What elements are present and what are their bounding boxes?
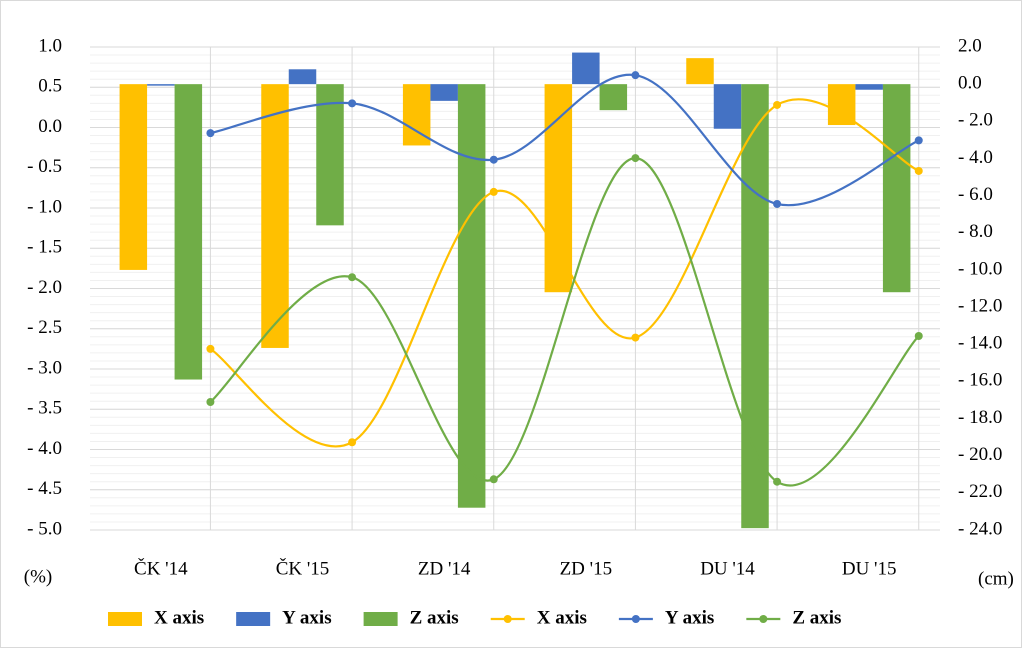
x-tick-label: DU '14 (700, 558, 755, 579)
line-point (489, 155, 498, 164)
legend-swatch (236, 612, 271, 626)
line-point (206, 344, 215, 353)
y-tick-label: - 5.0 (27, 518, 62, 539)
legend-swatch (108, 612, 142, 626)
line-point (489, 475, 498, 484)
y2-tick-label: - 14.0 (958, 333, 1002, 354)
legend-swatch (631, 615, 640, 623)
y2-tick-label: - 24.0 (958, 518, 1002, 539)
x-tick-label: ZD '15 (560, 558, 613, 579)
line-point (348, 273, 357, 282)
bar (572, 52, 600, 85)
line-point (773, 477, 782, 486)
bar (855, 84, 883, 90)
y2-tick-label: - 18.0 (958, 407, 1002, 428)
line-point (206, 129, 215, 138)
y-axis-label: (%) (24, 566, 52, 587)
legend-swatch (759, 615, 768, 623)
bar (174, 84, 203, 380)
y-tick-label: - 4.0 (27, 438, 62, 459)
bar (288, 69, 317, 85)
bar (741, 84, 769, 529)
y2-tick-label: - 22.0 (958, 481, 1002, 502)
y-tick-label: - 1.5 (27, 237, 62, 258)
y-tick-label: - 2.0 (27, 277, 62, 298)
bar (882, 84, 911, 293)
bar (599, 84, 628, 111)
bar (544, 84, 573, 293)
bar (827, 84, 856, 126)
legend-label: Z axis (792, 607, 841, 628)
y-tick-label: - 4.5 (27, 478, 62, 499)
y2-tick-label: - 10.0 (958, 258, 1002, 279)
legend-swatch (363, 612, 398, 626)
legend-label: Y axis (665, 607, 714, 628)
bar (147, 84, 175, 86)
bar (430, 84, 458, 101)
line-point (914, 166, 923, 175)
y2-tick-label: - 2.0 (958, 110, 993, 131)
line-point (631, 71, 640, 80)
y2-tick-label: - 12.0 (958, 295, 1002, 316)
bar (119, 84, 148, 270)
x-tick-label: ZD '14 (418, 558, 471, 579)
bar (316, 84, 344, 226)
y-tick-label: - 3.5 (27, 398, 62, 419)
bar (402, 84, 431, 146)
y2-tick-label: - 20.0 (958, 444, 1002, 465)
legend-label: Y axis (282, 607, 331, 628)
x-tick-label: ČK '14 (134, 557, 188, 579)
legend-swatch (503, 615, 512, 623)
line-point (631, 333, 640, 342)
y-tick-label: - 2.5 (27, 317, 62, 338)
line-point (773, 199, 782, 208)
y-tick-label: 0.0 (38, 116, 62, 137)
bar (261, 84, 289, 348)
line-point (631, 154, 640, 163)
y-tick-label: 1.0 (38, 35, 62, 56)
line (210, 73, 920, 207)
bar (713, 84, 742, 129)
line-point (348, 99, 357, 108)
line-point (773, 100, 782, 109)
y-tick-label: - 3.0 (27, 357, 62, 378)
line-point (489, 187, 498, 196)
y2-tick-label: - 16.0 (958, 370, 1002, 391)
y2-tick-label: 0.0 (958, 73, 982, 94)
line-point (206, 398, 215, 407)
legend-label: X axis (537, 607, 587, 628)
y2-tick-label: - 6.0 (958, 184, 993, 205)
y2-tick-label: 2.0 (958, 35, 982, 56)
line-point (914, 331, 923, 340)
y-tick-label: - 0.5 (27, 156, 62, 177)
y2-tick-label: - 8.0 (958, 221, 993, 242)
y2-tick-label: - 4.0 (958, 147, 993, 168)
line-point (914, 136, 923, 145)
bar (686, 58, 714, 85)
legend-label: Z axis (410, 607, 459, 628)
line-point (348, 438, 357, 447)
y2-axis-label: (cm) (978, 568, 1014, 589)
y-tick-label: 0.5 (38, 76, 62, 97)
bar (457, 84, 486, 508)
legend-label: X axis (154, 607, 204, 628)
x-tick-label: DU '15 (842, 558, 897, 579)
y-tick-label: - 1.0 (27, 196, 62, 217)
x-tick-label: ČK '15 (276, 557, 330, 579)
